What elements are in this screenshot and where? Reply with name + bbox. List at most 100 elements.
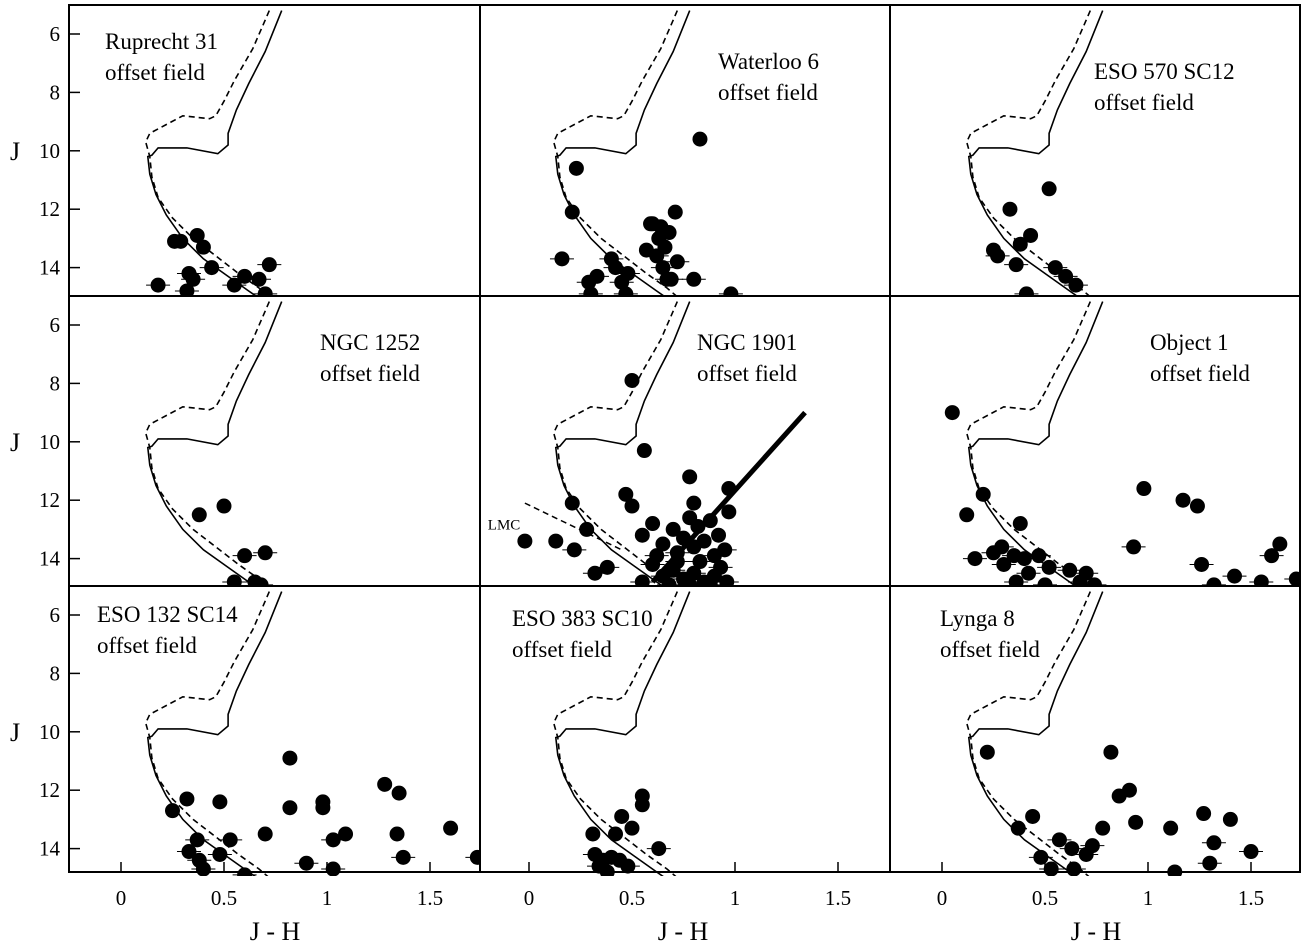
data-point bbox=[1175, 492, 1191, 508]
data-point bbox=[1086, 577, 1102, 586]
panel-title-line: offset field bbox=[512, 637, 612, 662]
panel-plot-area bbox=[144, 10, 283, 295]
data-point bbox=[1253, 574, 1269, 586]
data-point bbox=[723, 286, 739, 295]
data-point bbox=[1037, 577, 1053, 586]
y-tick-label: 12 bbox=[39, 778, 60, 802]
data-point bbox=[1095, 820, 1111, 836]
y-axis-label: J bbox=[10, 718, 20, 747]
isochrone-dashed bbox=[552, 10, 679, 295]
panel-title-line: ESO 570 SC12 bbox=[1094, 59, 1235, 84]
panel-plot-area bbox=[549, 10, 743, 295]
data-point bbox=[1128, 814, 1144, 830]
data-point bbox=[1018, 286, 1034, 295]
data-point bbox=[1194, 556, 1210, 572]
data-point bbox=[257, 286, 273, 295]
x-tick-label: 0.5 bbox=[1032, 886, 1058, 910]
data-point bbox=[150, 277, 166, 293]
data-point bbox=[944, 405, 960, 421]
data-point bbox=[179, 283, 195, 295]
x-tick-label: 1.5 bbox=[417, 886, 443, 910]
isochrone-solid bbox=[967, 301, 1104, 586]
data-point bbox=[1272, 536, 1288, 552]
data-point bbox=[1288, 571, 1300, 586]
x-tick-label: 0 bbox=[937, 886, 948, 910]
y-tick-label: 12 bbox=[39, 488, 60, 512]
data-point bbox=[1043, 861, 1059, 876]
data-point bbox=[1078, 565, 1094, 581]
isochrone-solid bbox=[146, 10, 283, 295]
data-point bbox=[1002, 201, 1018, 217]
panel-plot-area bbox=[144, 301, 283, 586]
data-point bbox=[257, 545, 273, 561]
lmc-sequence bbox=[524, 502, 623, 551]
data-point bbox=[568, 160, 584, 176]
data-point bbox=[282, 750, 298, 766]
data-point bbox=[469, 849, 480, 865]
panel-title-line: ESO 132 SC14 bbox=[97, 602, 238, 627]
y-tick-label: 8 bbox=[50, 661, 61, 685]
isochrone-dashed bbox=[552, 301, 679, 586]
panel-plot-area bbox=[552, 591, 691, 876]
data-point bbox=[996, 556, 1012, 572]
data-point bbox=[1066, 861, 1082, 876]
data-point bbox=[1008, 574, 1024, 586]
x-tick-label: 1 bbox=[322, 886, 333, 910]
data-point bbox=[1033, 849, 1049, 865]
data-point bbox=[1062, 562, 1078, 578]
data-point bbox=[251, 271, 267, 287]
data-point bbox=[649, 548, 665, 564]
data-point bbox=[669, 554, 685, 570]
data-point bbox=[181, 844, 197, 860]
data-point bbox=[975, 486, 991, 502]
data-point bbox=[1264, 548, 1280, 564]
data-point bbox=[566, 542, 582, 558]
data-point bbox=[195, 239, 211, 255]
panel-plot-area bbox=[144, 591, 480, 876]
data-point bbox=[212, 846, 228, 862]
data-point bbox=[212, 794, 228, 810]
x-tick-label: 0.5 bbox=[619, 886, 645, 910]
data-point bbox=[282, 800, 298, 816]
isochrone-dashed bbox=[965, 301, 1092, 586]
panel-title-line: Object 1 bbox=[1150, 330, 1229, 355]
data-point bbox=[719, 574, 735, 586]
data-point bbox=[1016, 551, 1032, 567]
panel-title-line: offset field bbox=[105, 60, 205, 85]
data-point bbox=[612, 852, 628, 868]
data-point bbox=[655, 536, 671, 552]
data-point bbox=[179, 791, 195, 807]
data-point bbox=[1023, 227, 1039, 243]
data-point bbox=[661, 577, 677, 586]
y-axis-label: J bbox=[10, 137, 20, 166]
data-point bbox=[517, 533, 533, 549]
panel-title-line: offset field bbox=[718, 80, 818, 105]
data-point bbox=[257, 826, 273, 842]
data-point bbox=[665, 521, 681, 537]
data-point bbox=[579, 521, 595, 537]
data-point bbox=[1206, 577, 1222, 586]
data-point bbox=[1222, 811, 1238, 827]
data-point bbox=[686, 565, 702, 581]
data-point bbox=[692, 131, 708, 147]
data-point bbox=[979, 744, 995, 760]
data-point bbox=[1041, 181, 1057, 197]
data-point bbox=[253, 577, 269, 586]
lmc-label: LMC bbox=[488, 517, 521, 533]
data-point bbox=[717, 542, 733, 558]
x-tick-label: 1 bbox=[730, 886, 741, 910]
data-point bbox=[1196, 806, 1212, 822]
panel-title-line: offset field bbox=[1150, 361, 1250, 386]
isochrone-solid bbox=[967, 10, 1104, 295]
y-tick-label: 14 bbox=[39, 837, 61, 861]
panel-4: NGC 1252 offset field bbox=[144, 301, 420, 586]
panel-title-line: ESO 383 SC10 bbox=[512, 606, 653, 631]
panel-title-line: offset field bbox=[697, 361, 797, 386]
data-point bbox=[189, 227, 205, 243]
data-point bbox=[548, 533, 564, 549]
y-tick-label: 14 bbox=[39, 256, 61, 280]
y-tick-label: 6 bbox=[50, 603, 61, 627]
data-point bbox=[1010, 820, 1026, 836]
data-point bbox=[624, 372, 640, 388]
